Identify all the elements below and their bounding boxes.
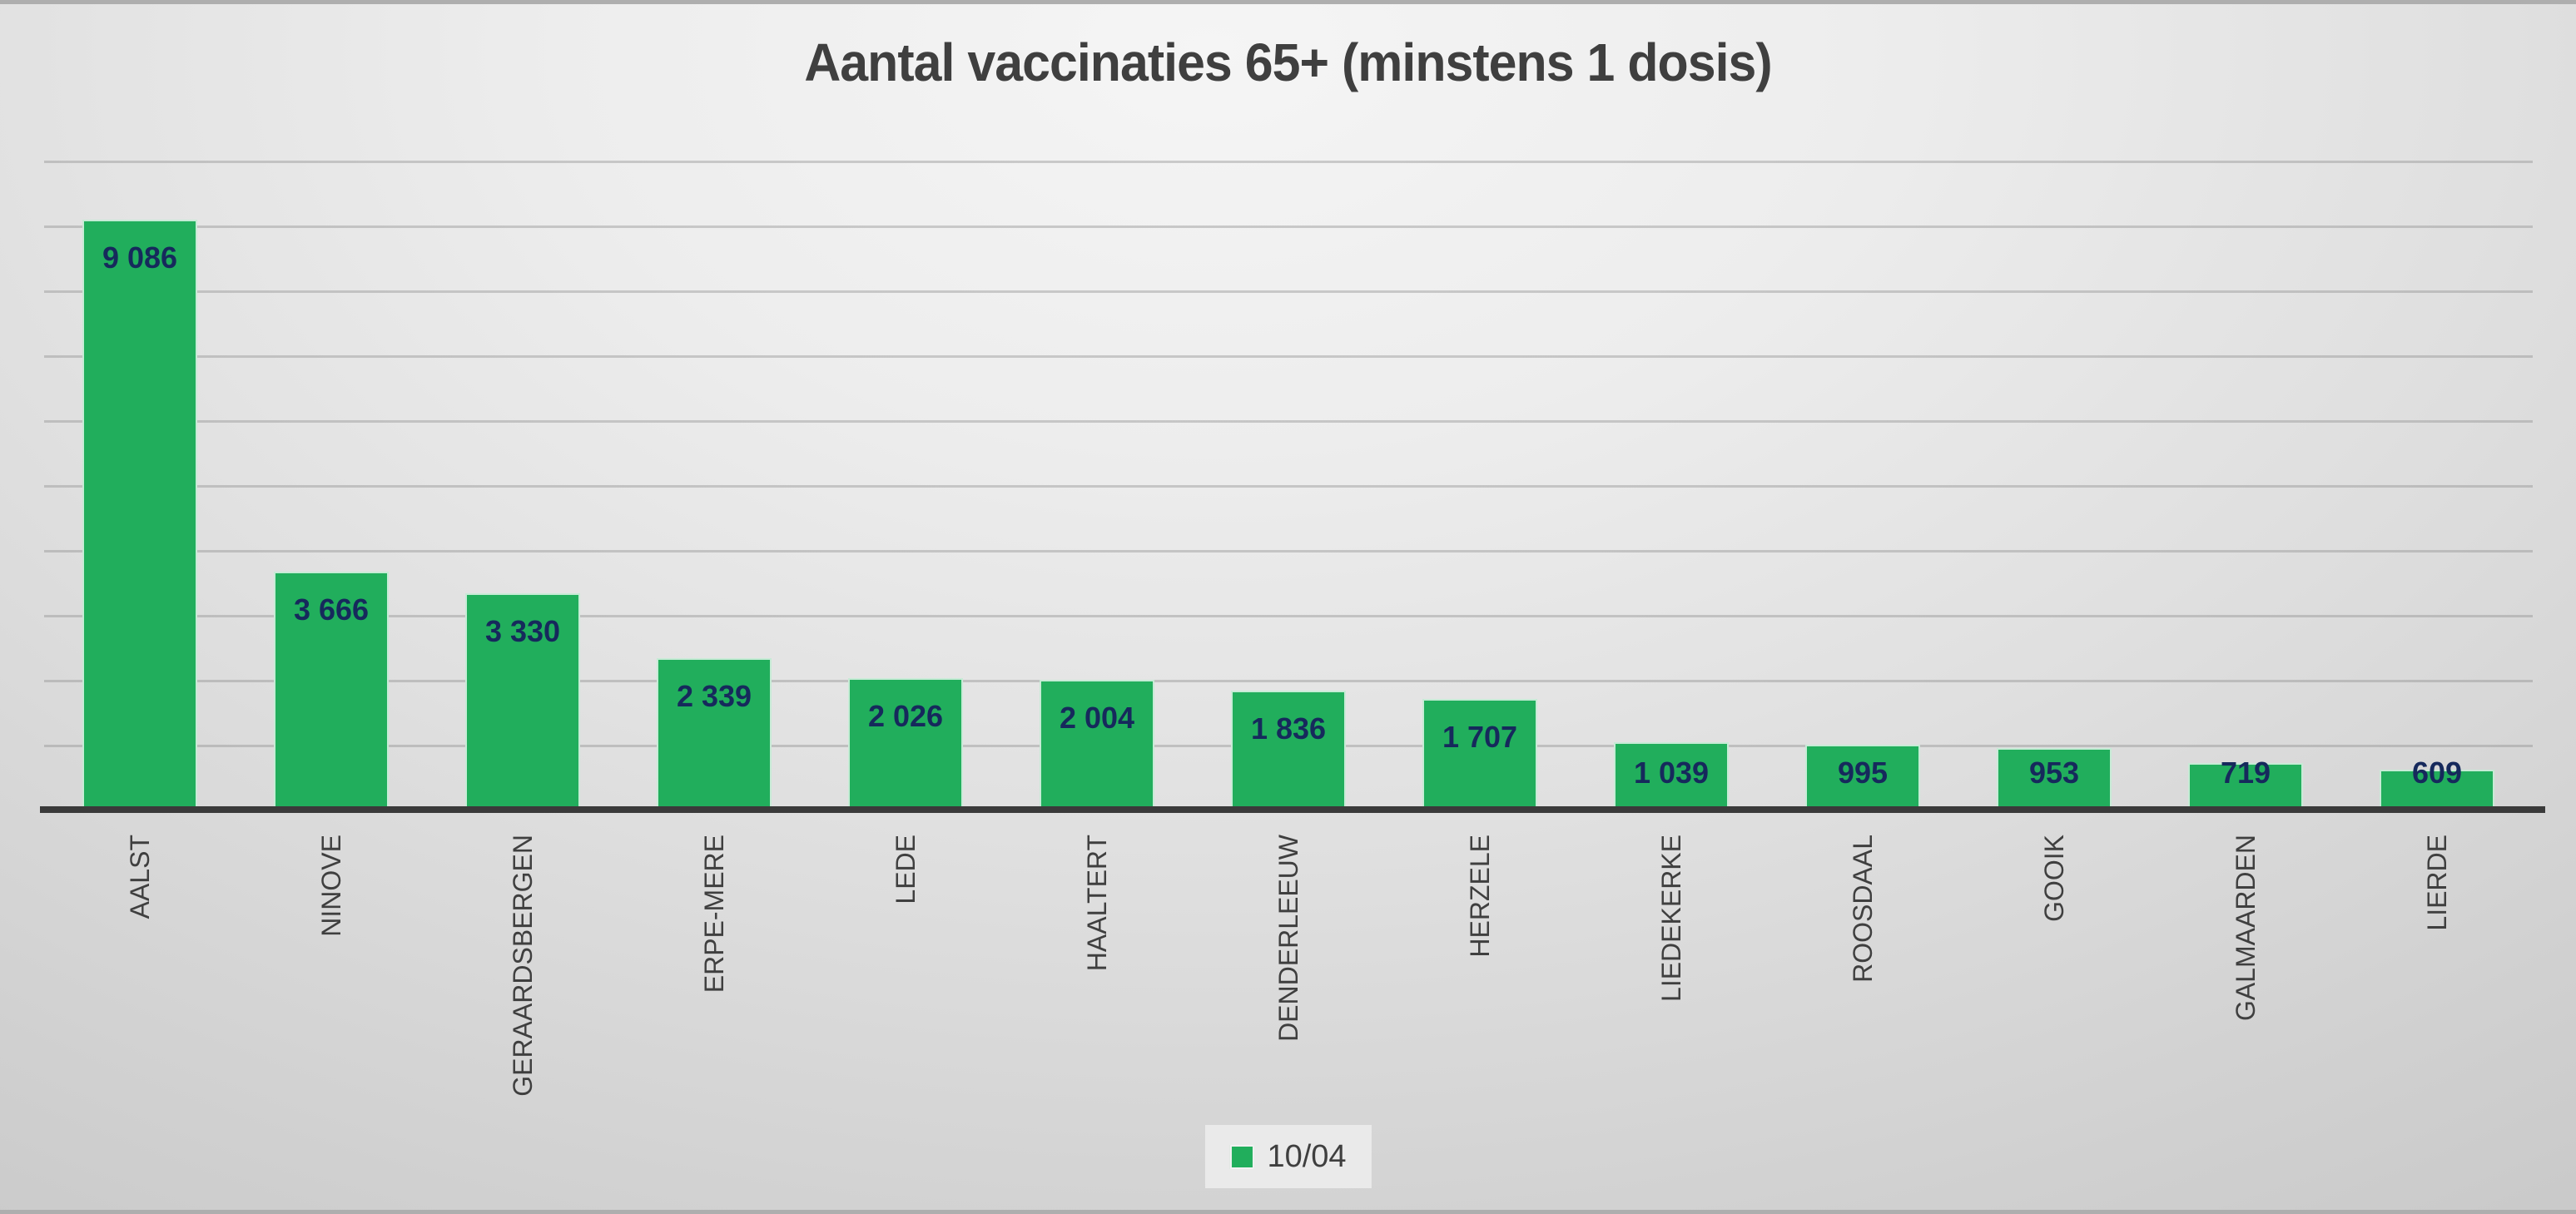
gridline <box>44 161 2533 163</box>
bar: 9 086 <box>82 220 197 810</box>
gridline <box>44 225 2533 228</box>
category-label: DENDERLEEUW <box>1273 835 1303 1042</box>
bar: 1 836 <box>1231 691 1346 810</box>
gridline <box>44 680 2533 682</box>
bar-value-label: 609 <box>2411 756 2463 790</box>
category-label: NINOVE <box>316 835 346 937</box>
x-axis-line <box>40 806 2545 813</box>
category-label: LIERDE <box>2422 835 2452 931</box>
bar-value-label: 1 707 <box>1442 720 1518 754</box>
bar-value-label: 3 666 <box>293 592 370 627</box>
gridline <box>44 420 2533 423</box>
gridline <box>44 290 2533 293</box>
bar-value-label: 2 026 <box>867 699 944 733</box>
category-label: AALST <box>125 835 155 919</box>
slide-top-edge <box>0 0 2576 4</box>
bar: 2 026 <box>848 678 963 810</box>
bar-value-label: 995 <box>1837 756 1889 790</box>
gridline <box>44 355 2533 358</box>
bar-value-label: 1 836 <box>1250 711 1327 746</box>
bar: 2 339 <box>657 658 772 810</box>
gridline <box>44 485 2533 488</box>
bar: 2 004 <box>1040 680 1154 810</box>
slide-bottom-edge <box>0 1210 2576 1214</box>
bar-value-label: 1 039 <box>1633 756 1710 790</box>
chart-title: Aantal vaccinaties 65+ (minstens 1 dosis… <box>804 32 1772 92</box>
category-label: GALMAARDEN <box>2231 835 2261 1022</box>
gridline <box>44 550 2533 552</box>
category-label: GOOIK <box>2039 835 2069 922</box>
bar-value-label: 2 004 <box>1059 701 1135 735</box>
gridline <box>44 615 2533 617</box>
bar-value-label: 719 <box>2220 756 2271 790</box>
category-label: LIEDEKERKE <box>1656 835 1686 1002</box>
bar: 1 039 <box>1614 742 1729 810</box>
bar-value-label: 3 330 <box>484 614 561 648</box>
category-label: ROOSDAAL <box>1848 835 1878 983</box>
category-label: ERPE-MERE <box>699 835 729 993</box>
category-label: GERAARDSBERGEN <box>508 835 538 1097</box>
legend-series-label: 10/04 <box>1267 1139 1347 1174</box>
bar: 719 <box>2188 758 2303 810</box>
bar: 1 707 <box>1422 699 1537 810</box>
bar-value-label: 953 <box>2028 756 2080 790</box>
category-label: HAALTERT <box>1082 835 1112 972</box>
bar: 953 <box>1997 748 2112 810</box>
category-label: LEDE <box>891 835 921 904</box>
bar-value-label: 2 339 <box>676 679 752 713</box>
bar: 995 <box>1805 745 1920 810</box>
legend: 10/04 <box>1204 1125 1372 1188</box>
bar: 3 666 <box>274 572 389 810</box>
bar: 3 330 <box>465 593 580 810</box>
bar: 609 <box>2380 758 2494 810</box>
category-label: HERZELE <box>1465 835 1495 958</box>
legend-swatch-icon <box>1229 1144 1254 1169</box>
bar-value-label: 9 086 <box>102 240 178 275</box>
